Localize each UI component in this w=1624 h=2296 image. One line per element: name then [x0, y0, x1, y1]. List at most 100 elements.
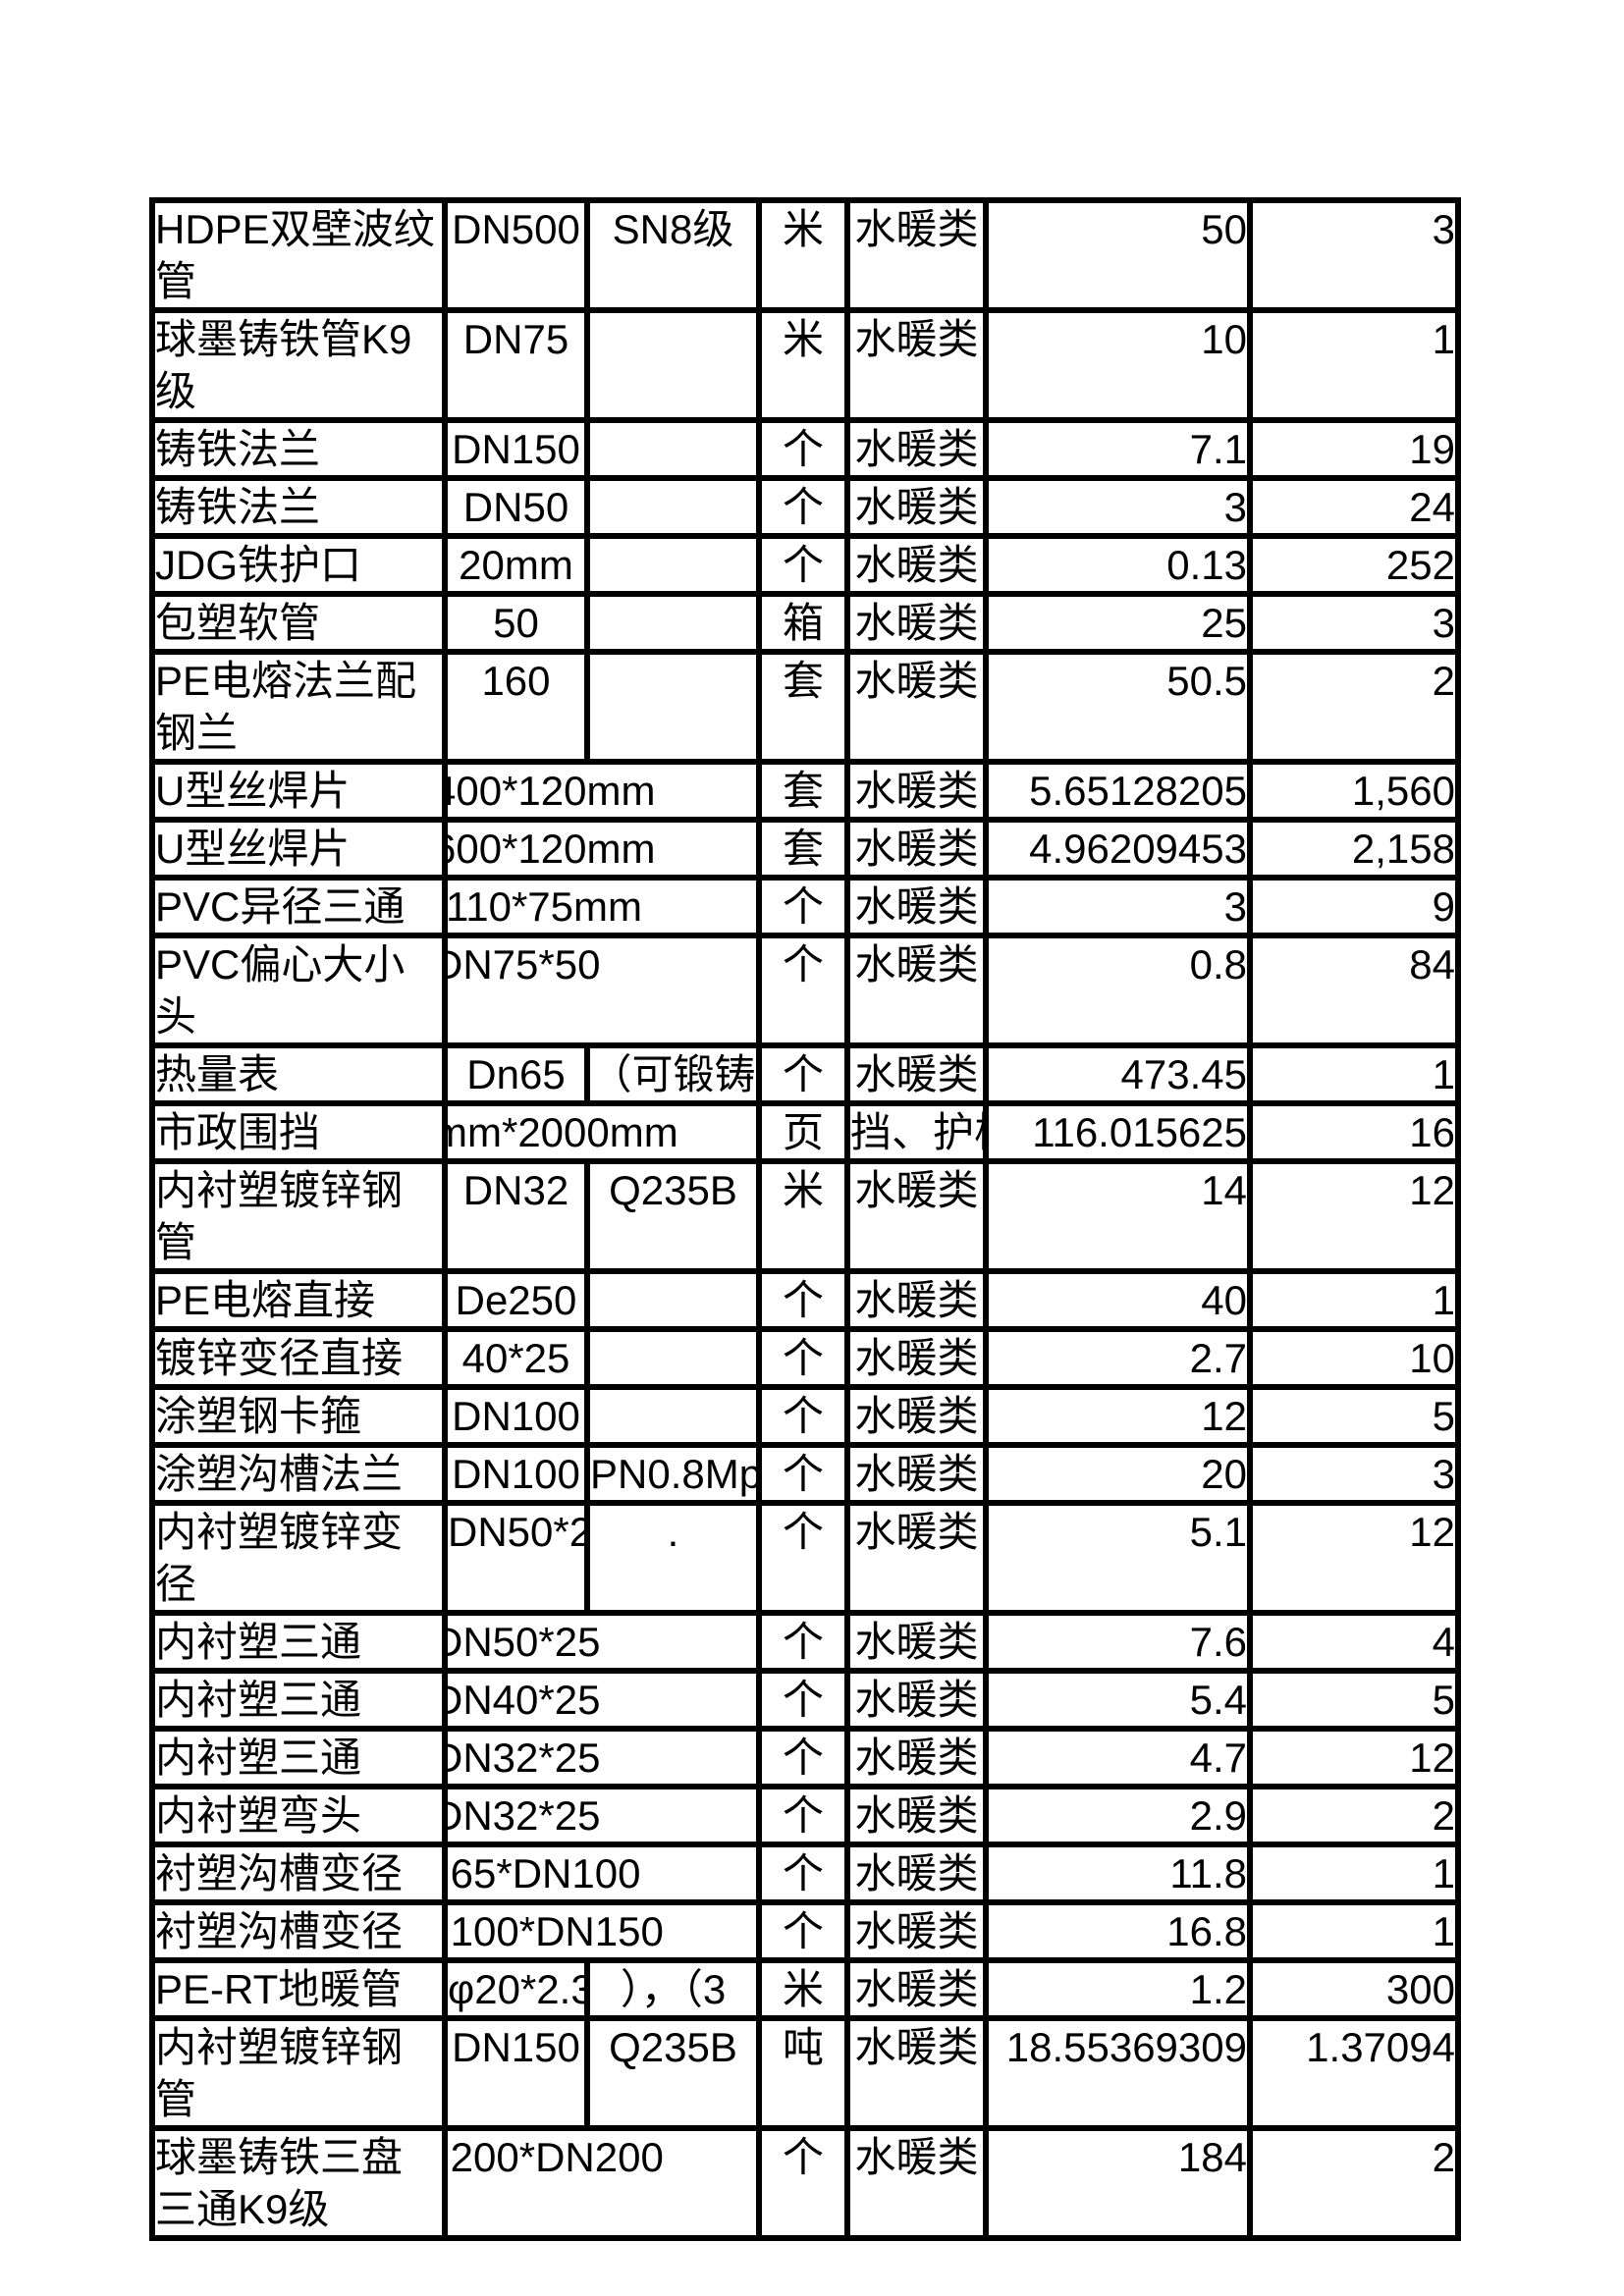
- cell-qty: 12: [1247, 1158, 1461, 1274]
- table-row: 镀锌变径直接 40*25 个 水暖类 2.7 10: [149, 1326, 1461, 1390]
- cell-spec: 20mm: [442, 533, 590, 597]
- cell-category: 水暖类: [844, 759, 989, 823]
- cell-qty: 3: [1247, 591, 1461, 655]
- cell-qty: 5: [1247, 1384, 1461, 1448]
- cell-qty: 1: [1247, 307, 1461, 423]
- cell-qty: 5: [1247, 1668, 1461, 1732]
- cell-qty: 16: [1247, 1100, 1461, 1164]
- cell-qty: 12: [1247, 1500, 1461, 1616]
- cell-name: JDG铁护口: [149, 533, 448, 597]
- cell-price: 2.9: [983, 1784, 1253, 1847]
- cell-spec: 110*75mm: [442, 875, 762, 938]
- cell-name: 镀锌变径直接: [149, 1326, 448, 1390]
- cell-price: 3: [983, 875, 1253, 938]
- cell-name: 内衬塑弯头: [149, 1784, 448, 1847]
- table-row: 内衬塑弯头 DN32*25 个 水暖类 2.9 2: [149, 1784, 1461, 1847]
- cell-price: 116.015625: [983, 1100, 1253, 1164]
- cell-name: 涂塑沟槽法兰: [149, 1442, 448, 1506]
- cell-category: 水暖类: [844, 307, 989, 423]
- cell-spec: 40*25: [442, 1326, 590, 1390]
- cell-category: 挡、护栏: [844, 1100, 989, 1164]
- table-row: HDPE双壁波纹管 DN500 SN8级 米 水暖类 50 3: [149, 197, 1461, 313]
- cell-unit: 个: [756, 875, 850, 938]
- table-row: 涂塑沟槽法兰 DN100 PN0.8Mpa 个 水暖类 20 3: [149, 1442, 1461, 1506]
- cell-spec: DN75: [442, 307, 590, 423]
- table-row: 内衬塑镀锌钢管 DN32 Q235B 米 水暖类 14 12: [149, 1158, 1461, 1274]
- cell-qty: 84: [1247, 933, 1461, 1048]
- materials-table: HDPE双壁波纹管 DN500 SN8级 米 水暖类 50 3 球墨铸铁管K9级…: [149, 197, 1461, 2241]
- table-row: 铸铁法兰 DN50 个 水暖类 3 24: [149, 475, 1461, 539]
- cell-unit: 米: [756, 307, 850, 423]
- table-row: 铸铁法兰 DN150 个 水暖类 7.1 19: [149, 417, 1461, 481]
- cell-unit: 个: [756, 933, 850, 1048]
- cell-unit: 个: [756, 1726, 850, 1789]
- cell-spec2: [584, 1268, 762, 1332]
- cell-category: 水暖类: [844, 475, 989, 539]
- table-row: JDG铁护口 20mm 个 水暖类 0.13 252: [149, 533, 1461, 597]
- cell-price: 5.4: [983, 1668, 1253, 1732]
- cell-spec2: [584, 475, 762, 539]
- cell-unit: 个: [756, 1268, 850, 1332]
- cell-category: 水暖类: [844, 875, 989, 938]
- table-row: 球墨铸铁三盘三通K9级 DN200*DN200 个 水暖类 184 2: [149, 2125, 1461, 2241]
- cell-spec: 50: [442, 591, 590, 655]
- cell-spec2: [584, 417, 762, 481]
- cell-category: 水暖类: [844, 649, 989, 765]
- cell-spec2: [584, 1384, 762, 1448]
- cell-category: 水暖类: [844, 1442, 989, 1506]
- cell-price: 18.55369309: [983, 2015, 1253, 2131]
- table-row: PE电熔法兰配钢兰 160 套 水暖类 50.5 2: [149, 649, 1461, 765]
- cell-qty: 3: [1247, 1442, 1461, 1506]
- cell-qty: 1,560: [1247, 759, 1461, 823]
- cell-spec: φ20*2.3: [442, 1957, 590, 2021]
- cell-spec2: [584, 649, 762, 765]
- cell-price: 11.8: [983, 1842, 1253, 1905]
- cell-spec2: SN8级: [584, 197, 762, 313]
- cell-qty: 24: [1247, 475, 1461, 539]
- cell-name: PVC异径三通: [149, 875, 448, 938]
- cell-price: 4.7: [983, 1726, 1253, 1789]
- cell-unit: 个: [756, 1442, 850, 1506]
- cell-name: 涂塑钢卡箍: [149, 1384, 448, 1448]
- cell-category: 水暖类: [844, 1726, 989, 1789]
- cell-spec: DN200*DN200: [442, 2125, 762, 2241]
- cell-price: 1.2: [983, 1957, 1253, 2021]
- cell-price: 7.6: [983, 1610, 1253, 1674]
- cell-name: 铸铁法兰: [149, 475, 448, 539]
- cell-price: 2.7: [983, 1326, 1253, 1390]
- table-row: 内衬塑镀锌钢管 DN150 Q235B 吨 水暖类 18.55369309 1.…: [149, 2015, 1461, 2131]
- cell-spec: DN150: [442, 2015, 590, 2131]
- cell-qty: 1: [1247, 1042, 1461, 1106]
- cell-name: 内衬塑镀锌变径: [149, 1500, 448, 1616]
- cell-qty: 3: [1247, 197, 1461, 313]
- cell-qty: 252: [1247, 533, 1461, 597]
- cell-category: 水暖类: [844, 1668, 989, 1732]
- cell-price: 14: [983, 1158, 1253, 1274]
- cell-spec: DN32*25: [442, 1726, 762, 1789]
- cell-name: 内衬塑三通: [149, 1610, 448, 1674]
- cell-qty: 1: [1247, 1899, 1461, 1963]
- cell-price: 10: [983, 307, 1253, 423]
- cell-name: 衬塑沟槽变径: [149, 1899, 448, 1963]
- cell-category: 水暖类: [844, 2015, 989, 2131]
- cell-spec: 600*120mm: [442, 817, 762, 881]
- cell-spec2: Q235B: [584, 2015, 762, 2131]
- cell-unit: 个: [756, 1899, 850, 1963]
- cell-category: 水暖类: [844, 1957, 989, 2021]
- cell-category: 水暖类: [844, 2125, 989, 2241]
- cell-spec: DN40*25: [442, 1668, 762, 1732]
- cell-spec: DN100: [442, 1384, 590, 1448]
- table-row: 衬塑沟槽变径 DN65*DN100 个 水暖类 11.8 1: [149, 1842, 1461, 1905]
- cell-unit: 个: [756, 1500, 850, 1616]
- cell-spec: mm*2000mm: [442, 1100, 762, 1164]
- cell-category: 水暖类: [844, 1042, 989, 1106]
- table-row: 包塑软管 50 箱 水暖类 25 3: [149, 591, 1461, 655]
- cell-unit: 套: [756, 759, 850, 823]
- cell-qty: 2,158: [1247, 817, 1461, 881]
- cell-spec2: [584, 533, 762, 597]
- cell-name: U型丝焊片: [149, 759, 448, 823]
- cell-price: 40: [983, 1268, 1253, 1332]
- cell-qty: 4: [1247, 1610, 1461, 1674]
- cell-name: 包塑软管: [149, 591, 448, 655]
- cell-category: 水暖类: [844, 1158, 989, 1274]
